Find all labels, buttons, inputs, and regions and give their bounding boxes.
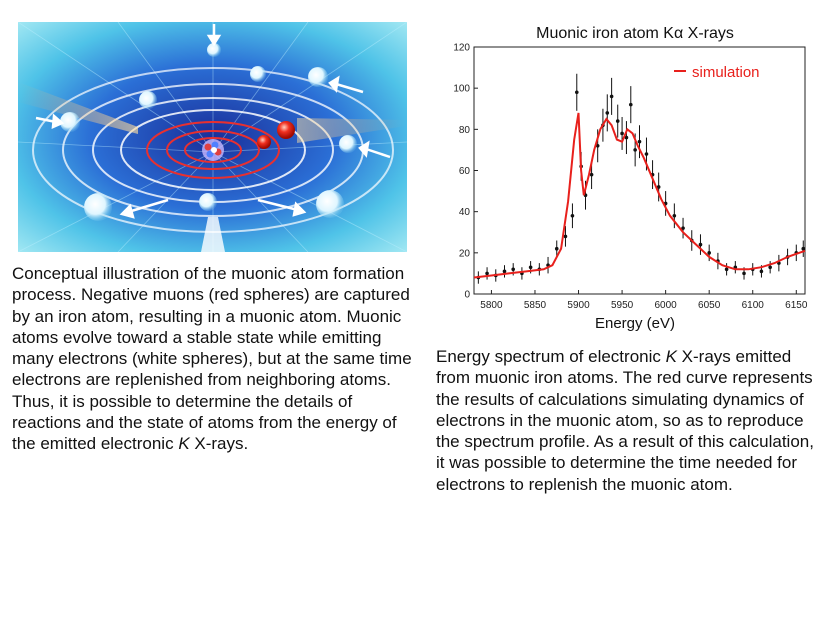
x-tick-label: 5800 <box>480 300 503 311</box>
data-point <box>724 267 729 272</box>
x-tick-label: 6150 <box>785 300 808 311</box>
data-point <box>502 269 507 274</box>
x-axis-ticks: 5800 5850 5900 5950 6000 6050 6100 6150 <box>480 290 808 311</box>
simulation-line <box>473 112 806 279</box>
data-point <box>570 213 575 218</box>
y-tick-label: 80 <box>459 125 471 136</box>
data-point <box>574 90 579 95</box>
illustration-caption: Conceptual illustration of the muonic at… <box>12 264 412 454</box>
chart-title: Muonic iron atom Kα X-rays <box>536 25 734 42</box>
data-points <box>476 73 806 284</box>
x-tick-label: 6000 <box>655 300 678 311</box>
x-tick-label: 5850 <box>524 300 547 311</box>
data-point <box>609 94 614 99</box>
y-tick-label: 100 <box>453 84 470 95</box>
y-tick-label: 0 <box>464 290 470 301</box>
data-point <box>563 234 568 239</box>
x-tick-label: 6100 <box>742 300 765 311</box>
data-point <box>768 265 772 270</box>
y-tick-label: 20 <box>459 248 471 259</box>
kalpha-spectrum-chart: Muonic iron atom Kα X-rays 0 20 40 60 80 100 1… <box>453 25 808 332</box>
light-beam <box>18 82 138 134</box>
data-point <box>742 271 746 276</box>
muonic-atom-illustration <box>18 22 407 252</box>
data-point <box>605 111 610 115</box>
chart-caption: Energy spectrum of electronic K X-rays e… <box>436 347 814 494</box>
electron-spheres <box>60 43 357 221</box>
legend-label: simulation <box>692 64 760 81</box>
light-beam <box>297 118 406 143</box>
data-point <box>485 271 489 276</box>
y-tick-label: 40 <box>459 207 471 218</box>
data-point <box>595 144 600 148</box>
italic-k: K <box>178 434 190 454</box>
data-point <box>672 213 677 218</box>
data-point <box>620 131 624 136</box>
data-point <box>698 242 703 247</box>
data-point <box>759 269 764 274</box>
muon-sphere <box>257 135 271 149</box>
data-point <box>707 251 711 255</box>
data-point <box>528 265 533 270</box>
x-tick-label: 6050 <box>698 300 721 311</box>
x-tick-label: 5900 <box>567 300 590 311</box>
italic-k: K <box>665 347 677 366</box>
data-point <box>624 135 629 140</box>
data-point <box>511 267 515 272</box>
data-point <box>801 246 806 251</box>
x-axis-label: Energy (eV) <box>595 315 675 332</box>
y-tick-label: 120 <box>453 43 470 54</box>
y-tick-label: 60 <box>459 166 471 177</box>
incoming-muon-beam <box>201 217 225 252</box>
muon-sphere <box>277 121 295 139</box>
data-point <box>681 226 685 230</box>
data-point <box>644 152 649 156</box>
data-point <box>637 139 642 144</box>
nucleus <box>202 139 224 161</box>
data-point <box>633 148 637 152</box>
y-axis-ticks: 0 20 40 60 80 100 120 <box>453 43 478 301</box>
data-point <box>628 102 633 107</box>
data-point <box>615 119 620 123</box>
x-tick-label: 5950 <box>611 300 634 311</box>
arrows <box>35 24 391 219</box>
plot-frame <box>473 46 806 295</box>
illustration-background <box>18 22 407 252</box>
data-point <box>589 172 594 177</box>
data-point <box>656 185 661 189</box>
data-point <box>554 246 559 251</box>
